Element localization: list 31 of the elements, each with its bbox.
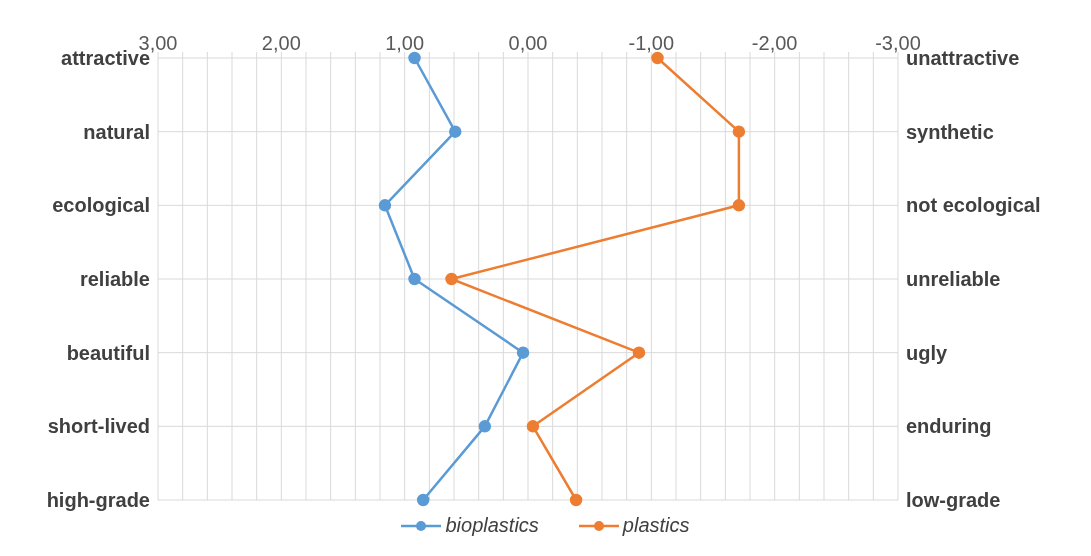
y2-tick-label: low-grade — [906, 489, 1001, 512]
point — [478, 420, 492, 433]
point — [445, 272, 458, 286]
point — [732, 125, 746, 138]
y2-tick-label: synthetic — [906, 120, 994, 143]
x-tick-label: 1,00 — [385, 32, 425, 54]
y2-tick-label: unreliable — [906, 268, 1001, 291]
y-tick-label: reliable — [79, 268, 150, 291]
legend-label: plastics — [622, 514, 690, 537]
point — [526, 420, 540, 433]
legend-label: bioplastics — [445, 514, 539, 537]
y2-tick-label: enduring — [906, 415, 992, 438]
y-tick-label: short-lived — [47, 415, 150, 438]
y-tick-label: high-grade — [46, 489, 150, 512]
x-tick-label: -1,00 — [628, 32, 675, 54]
point — [408, 272, 421, 286]
point — [378, 199, 392, 212]
x-tick-label: -2,00 — [751, 32, 798, 54]
y-tick-label: ecological — [52, 194, 150, 217]
x-tick-label: 2,00 — [261, 32, 301, 54]
point — [516, 346, 530, 359]
point — [448, 125, 462, 138]
point — [416, 493, 430, 507]
y-tick-label: beautiful — [66, 341, 150, 364]
point — [732, 199, 746, 212]
y-tick-label: natural — [83, 120, 150, 143]
y2-tick-label: not ecological — [906, 194, 1041, 217]
x-tick-label: 0,00 — [508, 32, 548, 54]
point — [569, 493, 583, 507]
y2-tick-label: ugly — [906, 341, 948, 364]
point — [632, 346, 646, 359]
